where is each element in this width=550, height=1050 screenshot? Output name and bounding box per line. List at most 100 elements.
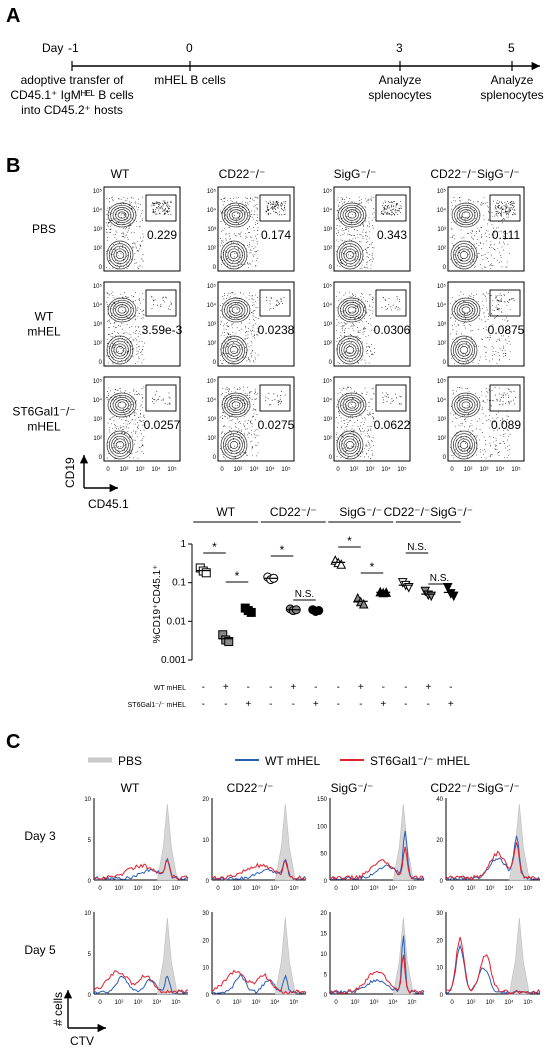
dotplot-group-label: CD22⁻/⁻SigG⁻/⁻ xyxy=(384,505,473,519)
flow-contour xyxy=(110,394,134,416)
flow-y-tick: 10² xyxy=(207,341,216,347)
flow-x-tick: 0 xyxy=(106,467,110,473)
flow-x-tick: 10⁴ xyxy=(151,466,161,473)
hist-y-tick: 0 xyxy=(206,993,210,999)
flow-column-header: CD22⁻/⁻ xyxy=(219,167,266,181)
flow-contour xyxy=(450,430,478,460)
gate-box xyxy=(489,289,521,317)
hist-column-header: CD22⁻/⁻ xyxy=(227,781,274,795)
flow-column-header: CD22⁻/⁻SigG⁻/⁻ xyxy=(430,167,519,181)
condition-mark: + xyxy=(425,682,431,693)
dotplot-y-tick: 0.01 xyxy=(167,616,187,627)
flow-y-tick: 10⁵ xyxy=(93,283,103,290)
flow-contour xyxy=(461,401,471,409)
flow-y-tick: 10⁴ xyxy=(207,397,217,404)
condition-mark: - xyxy=(337,682,340,693)
hist-y-tick: 150 xyxy=(317,797,328,803)
timeline-annotation-line: splenocytes xyxy=(480,88,543,102)
flow-contour xyxy=(115,251,125,259)
timeline-day-4: 5 xyxy=(508,41,515,55)
dotplot-series xyxy=(218,630,234,647)
flow-contour xyxy=(456,397,476,413)
flow-y-tick: 10⁴ xyxy=(323,302,333,309)
flow-contour xyxy=(108,338,132,362)
flow-y-tick: 10⁴ xyxy=(323,207,333,214)
condition-mark: + xyxy=(290,682,296,693)
flow-y-tick: 10³ xyxy=(323,417,332,423)
flow-plot: 0.0306 10⁵ 10⁴ 10³ 10² 0 xyxy=(323,281,411,367)
flow-y-tick: 0 xyxy=(443,360,447,366)
flow-y-tick: 10³ xyxy=(207,417,216,423)
flow-y-tick: 0 xyxy=(329,265,333,271)
gated-events xyxy=(381,200,402,216)
histogram-axis-key: # cells CTV xyxy=(51,990,106,1048)
dotplot-series xyxy=(442,582,459,602)
flow-contour xyxy=(457,343,471,357)
flow-y-tick: 10⁴ xyxy=(207,207,217,214)
hist-y-tick: 30 xyxy=(436,911,443,917)
significance-label: * xyxy=(212,540,217,554)
hist-y-tick: 0 xyxy=(206,879,210,885)
gated-events xyxy=(151,200,172,216)
hist-y-tick: 20 xyxy=(320,911,327,917)
flow-contour xyxy=(108,433,132,457)
hist-x-tick: 10⁴ xyxy=(504,999,514,1006)
hist-x-tick: 10³ xyxy=(252,1000,261,1006)
dotplot-series xyxy=(240,603,256,617)
data-point xyxy=(201,568,211,578)
flow-contour xyxy=(226,302,246,318)
hist-y-tick: 20 xyxy=(202,938,209,944)
flow-plot: 0.174 10⁵ 10⁴ 10³ 10² 0 xyxy=(207,186,295,272)
flow-x-tick: 10³ xyxy=(366,467,375,473)
flow-contour xyxy=(343,343,357,357)
flow-contour xyxy=(345,251,355,259)
flow-contour xyxy=(107,202,137,228)
hist-x-tick: 10² xyxy=(233,886,242,892)
condition-mark: - xyxy=(269,682,272,693)
flow-y-tick: 10⁴ xyxy=(93,207,103,214)
flow-contour xyxy=(229,399,243,411)
hist-row-label: Day 5 xyxy=(24,943,56,957)
hist-x-tick: 10² xyxy=(351,1000,360,1006)
gate-percentage: 0.0238 xyxy=(258,323,295,337)
gate-box xyxy=(259,194,291,222)
flow-plot: 0.229 10⁵ 10⁴ 10³ 10² 0 xyxy=(93,186,181,272)
timeline-annotation-line: splenocytes xyxy=(368,88,431,102)
gate-percentage: 0.111 xyxy=(492,228,521,242)
significance-label: N.S. xyxy=(407,542,426,553)
st6gal1-mhel-histogram xyxy=(329,954,425,995)
flow-contour xyxy=(229,441,239,449)
flow-contour xyxy=(227,438,241,452)
flow-x-tick: 10⁵ xyxy=(281,466,291,473)
flow-contour xyxy=(115,346,125,354)
hist-x-tick: 10⁴ xyxy=(152,999,162,1006)
wt-mhel-histogram xyxy=(211,973,307,995)
hist-x-tick: 10³ xyxy=(370,1000,379,1006)
histogram-plot: 20 15 10 5 00 10² 10³ 10⁴ 10⁵ xyxy=(320,911,425,1006)
gated-events xyxy=(152,391,171,405)
hist-x-tick: 10² xyxy=(115,1000,124,1006)
pbs-histogram xyxy=(156,917,178,995)
flow-contour xyxy=(459,346,469,354)
gate-box xyxy=(145,194,177,222)
significance-label: N.S. xyxy=(430,573,449,584)
flow-plot: 3.59e-3 10⁵ 10⁴ 10³ 10² 0 xyxy=(93,281,183,367)
dotplot-y-tick: 0.1 xyxy=(172,578,186,589)
flow-y-tick: 10⁵ xyxy=(207,378,217,385)
data-point xyxy=(246,607,256,617)
flow-plot: 0.343 10⁵ 10⁴ 10³ 10² 0 xyxy=(323,186,411,272)
condition-mark: - xyxy=(337,699,340,710)
flow-contour xyxy=(111,435,129,455)
hist-x-tick: 0 xyxy=(216,1000,220,1006)
flow-y-tick: 10⁵ xyxy=(437,188,447,195)
flow-contour xyxy=(459,304,473,316)
flow-contour xyxy=(455,340,473,360)
flow-contour xyxy=(452,243,476,267)
timeline-day-2: 0 xyxy=(186,41,193,55)
dotplot-y-tick: 1 xyxy=(180,539,186,550)
gate-percentage: 0.0875 xyxy=(488,323,525,337)
hist-y-tick: 5 xyxy=(88,838,92,844)
gate-box xyxy=(145,384,177,412)
